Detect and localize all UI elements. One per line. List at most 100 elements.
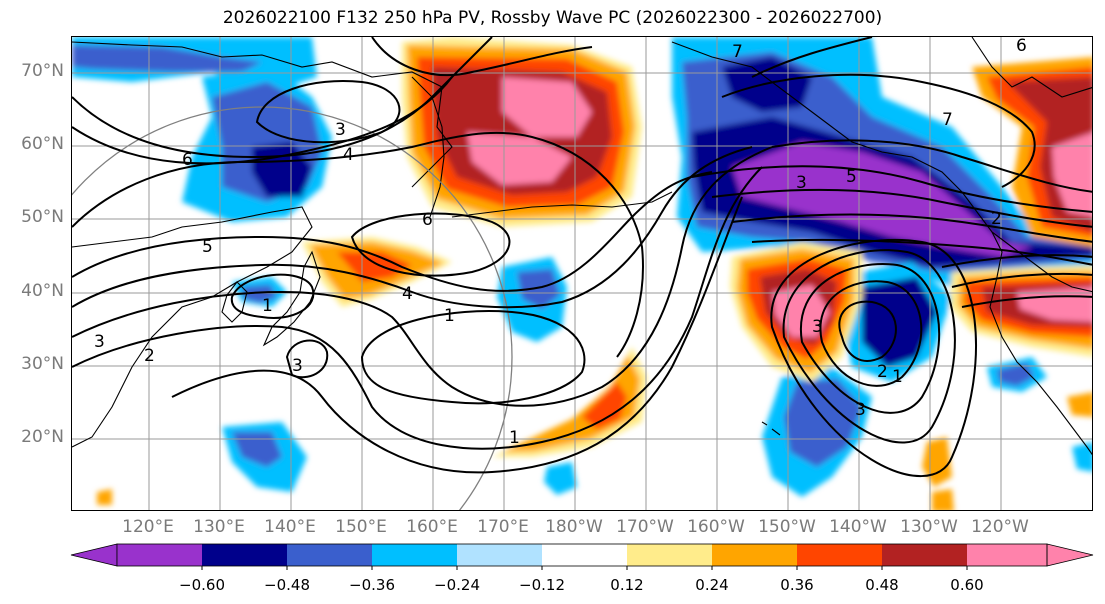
lon-label-120e: 120°E	[122, 517, 174, 537]
contour-label: 5	[202, 237, 213, 257]
contour-cutoff-4	[782, 249, 956, 444]
contour-label: 7	[942, 110, 953, 130]
shade-orange-small-4	[97, 489, 112, 505]
shade-orange-streak	[502, 355, 640, 452]
lat-label-30n: 30°N	[21, 354, 64, 374]
shade-pink-ur	[1052, 132, 1092, 217]
lon-label-150e: 150°E	[335, 517, 387, 537]
contour-label: 2	[991, 209, 1002, 229]
contour-label: 2	[877, 362, 888, 382]
contour-label: 4	[402, 284, 413, 304]
contour-top-arc	[371, 37, 593, 77]
shade-navy-east-asia	[252, 142, 312, 197]
shade-blue-small-1	[544, 462, 577, 495]
contour-label: 3	[94, 332, 105, 352]
coast-east-asia	[72, 206, 313, 448]
contour-cutoff-3	[799, 263, 941, 414]
colorbar-tick-label: 0.48	[865, 576, 899, 594]
contour-east-2	[951, 272, 1092, 288]
contour-label: 1	[892, 367, 903, 387]
shade-pink-epac	[772, 285, 830, 337]
contour-label: 1	[444, 306, 455, 326]
colorbar-swatch-purple	[117, 544, 202, 566]
shade-blue-small-2	[1072, 442, 1092, 472]
contour-japan-loop	[230, 273, 315, 319]
shade-pink-npac-2	[467, 132, 572, 185]
colorbar-tick-label: 0.36	[780, 576, 814, 594]
contour-east-3	[961, 295, 1092, 308]
contour-label-group: 6 3 4 5 6 4 1 3 5 1 2 3 3 2 1 3 7 2 1 6 …	[94, 37, 1027, 448]
coast-aleutians	[451, 191, 673, 218]
colorbar-tick-label: 0.12	[610, 576, 644, 594]
colorbar-swatch-redorange	[797, 544, 882, 566]
gridlines	[72, 37, 1092, 510]
colorbar-tick-label: 0.60	[950, 576, 984, 594]
lon-label-140w: 140°W	[829, 517, 887, 537]
colorbar-swatch-cyan	[372, 544, 457, 566]
lon-label-160w: 160°W	[687, 517, 745, 537]
lon-label-170e: 170°E	[477, 517, 529, 537]
contour-goa-5	[771, 139, 1092, 193]
shade-navy-cutoff	[862, 277, 937, 367]
contour-line-3	[72, 76, 453, 165]
shade-blue-japan-2	[242, 285, 277, 303]
contour-cutoff-5	[770, 238, 977, 477]
contour-5-line	[72, 171, 713, 292]
shade-blue-midpac	[517, 269, 560, 309]
lon-label-120w: 120°W	[971, 517, 1029, 537]
contour-label: 6	[182, 150, 193, 170]
contour-label: 6	[1016, 37, 1027, 56]
contour-4-line	[72, 146, 753, 309]
contour-label: 1	[262, 296, 273, 316]
lon-label-150w: 150°W	[758, 517, 816, 537]
lat-label-60n: 60°N	[21, 134, 64, 154]
contour-1-loop	[360, 310, 586, 405]
shade-orange-small-1	[922, 437, 952, 487]
contour-3-small-loop	[285, 339, 329, 379]
colorbar-tick-label: −0.60	[179, 576, 225, 594]
contour-goa-1	[691, 165, 1092, 213]
contour-top-right	[721, 73, 1036, 188]
coast-asia-north	[72, 41, 453, 188]
map-panel: 6 3 4 5 6 4 1 3 5 1 2 3 3 2 1 3 7 2 1 6 …	[71, 36, 1093, 511]
pv-contours	[72, 37, 1092, 477]
lat-label-40n: 40°N	[21, 281, 64, 301]
contour-label: 3	[335, 120, 346, 140]
contour-label: 1	[509, 428, 520, 448]
colorbar-swatch-blue	[287, 544, 372, 566]
colorbar-swatch-darkred	[882, 544, 967, 566]
coast-na-north	[971, 37, 1092, 98]
contour-label: 5	[846, 167, 857, 187]
shade-orange-small-2	[1067, 392, 1092, 417]
contour-top-right-2	[751, 37, 873, 78]
lon-label-140e: 140°E	[264, 517, 316, 537]
contour-3-loop	[255, 80, 401, 144]
contour-2-line	[72, 166, 763, 450]
lat-label-20n: 20°N	[21, 427, 64, 447]
lat-label-70n: 70°N	[21, 61, 64, 81]
pv-shading	[72, 37, 1092, 510]
lon-label-130e: 130°E	[193, 517, 245, 537]
colorbar-swatch-white	[542, 544, 627, 566]
coast-na-west	[989, 231, 1092, 456]
shade-blue-wpac-south-2	[232, 432, 282, 467]
shade-navy-top	[722, 57, 812, 112]
shade-blue-cutoff	[784, 379, 862, 467]
colorbar-ticks	[201, 566, 968, 570]
colorbar-swatch-pink	[967, 544, 1047, 566]
contour-label: 3	[812, 317, 823, 337]
colorbar-tick-label: −0.24	[434, 576, 480, 594]
colorbar-tick-label: 0.24	[695, 576, 729, 594]
lon-label-170w: 170°W	[616, 517, 674, 537]
contour-east-1	[941, 254, 1092, 268]
contour-6-line	[72, 131, 644, 358]
contour-label: 3	[855, 400, 866, 420]
shade-pink-npac-1	[502, 77, 592, 137]
coast-alaska	[671, 41, 1092, 293]
chart-title: 2026022100 F132 250 hPa PV, Rossby Wave …	[222, 8, 883, 28]
coastlines	[72, 37, 1092, 456]
lon-label-160e: 160°E	[406, 517, 458, 537]
contour-goa-3	[731, 213, 1092, 243]
contour-label: 2	[144, 346, 155, 366]
contour-label: 7	[732, 42, 743, 62]
